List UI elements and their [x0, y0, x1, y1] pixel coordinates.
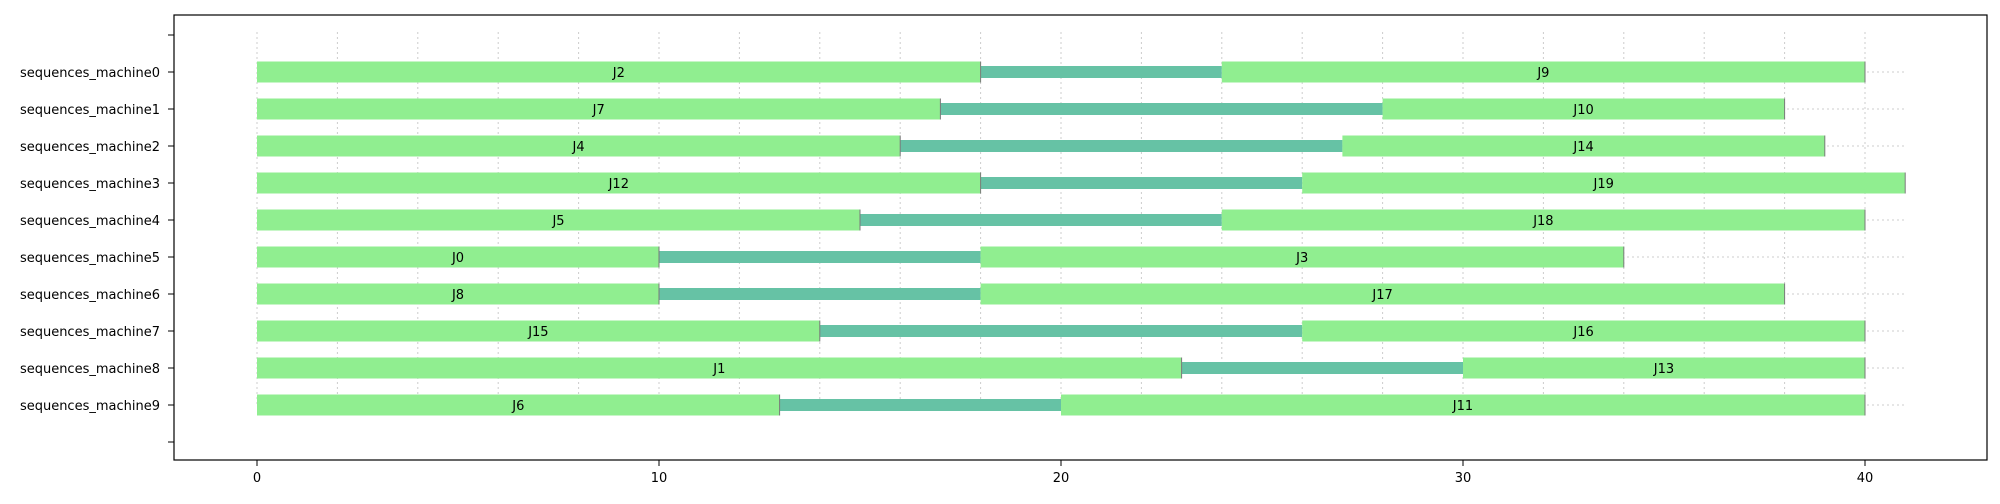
job-bar: [1382, 98, 1785, 120]
job-bar: [257, 357, 1182, 379]
idle-gap-bar: [819, 325, 1303, 337]
idle-gap-bar: [779, 399, 1061, 411]
job-bar: [1061, 394, 1865, 416]
y-tick-label: sequences_machine4: [20, 214, 160, 229]
idle-gap-bar: [1181, 362, 1463, 374]
job-label: J9: [1536, 66, 1549, 81]
job-bar: [980, 283, 1785, 305]
x-tick-label: 10: [651, 471, 668, 486]
job-bar: [980, 246, 1624, 268]
job-bar: [257, 320, 820, 342]
job-label: J8: [451, 288, 464, 303]
job-label: J15: [527, 325, 548, 340]
job-bars: [257, 61, 1906, 416]
job-labels: J2 J9 J7 J10 J4 J14 J12 J19 J5 J18 J0 J3 J8 J17 J15 J16…: [451, 66, 1674, 414]
job-label: J11: [1452, 399, 1473, 414]
y-tick-label: sequences_machine3: [20, 177, 160, 192]
job-label: J18: [1532, 214, 1553, 229]
idle-gap-bar: [659, 251, 981, 263]
job-label: J14: [1572, 140, 1593, 155]
y-tick-label: sequences_machine8: [20, 362, 160, 377]
job-bar: [257, 61, 981, 83]
job-bar: [1342, 135, 1825, 157]
job-bar: [257, 283, 659, 305]
job-bar: [257, 135, 901, 157]
job-bar: [1221, 209, 1865, 231]
job-label: J10: [1572, 103, 1593, 118]
idle-gap-bar: [980, 177, 1303, 189]
idle-gap-bar: [980, 66, 1222, 78]
y-tick-label: sequences_machine9: [20, 399, 160, 414]
x-tick-label: 0: [253, 471, 261, 486]
job-label: J2: [612, 66, 625, 81]
job-label: J12: [608, 177, 629, 192]
idle-gap-bar: [860, 214, 1222, 226]
y-tick-label: sequences_machine0: [20, 66, 160, 81]
job-bar: [257, 98, 941, 120]
job-label: J6: [511, 399, 524, 414]
x-tick-label: 40: [1857, 471, 1874, 486]
plot-frame: [173, 14, 1988, 461]
job-bar: [1302, 172, 1906, 194]
job-label: J7: [592, 103, 605, 118]
job-label: J16: [1572, 325, 1593, 340]
x-tick-label: 30: [1455, 471, 1472, 486]
idle-gap-bar: [940, 103, 1383, 115]
job-bar: [1221, 61, 1865, 83]
y-axis-ticks: sequences_machine0 sequences_machine1sequ…: [20, 34, 174, 443]
y-tick-label: sequences_machine1: [20, 103, 160, 118]
job-bar: [1463, 357, 1865, 379]
job-bar: [257, 394, 780, 416]
idle-gap-bars: [659, 66, 1463, 411]
x-axis-ticks: 0 10 20 30 40: [253, 460, 1873, 486]
x-tick-label: 20: [1053, 471, 1070, 486]
job-label: J17: [1371, 288, 1392, 303]
y-tick-label: sequences_machine7: [20, 325, 160, 340]
idle-gap-bar: [659, 288, 981, 300]
job-bar: [257, 246, 659, 268]
job-label: J0: [451, 251, 464, 266]
job-bar: [1302, 320, 1865, 342]
job-bar: [257, 209, 860, 231]
job-label: J5: [551, 214, 564, 229]
idle-gap-bar: [900, 140, 1343, 152]
job-label: J13: [1653, 362, 1674, 377]
job-label: J3: [1295, 251, 1308, 266]
job-label: J1: [712, 362, 725, 377]
job-label: J4: [572, 140, 585, 155]
y-tick-label: sequences_machine6: [20, 288, 160, 303]
job-label: J19: [1593, 177, 1614, 192]
job-bar: [257, 172, 981, 194]
y-tick-label: sequences_machine2: [20, 140, 160, 155]
y-tick-label: sequences_machine5: [20, 251, 160, 266]
